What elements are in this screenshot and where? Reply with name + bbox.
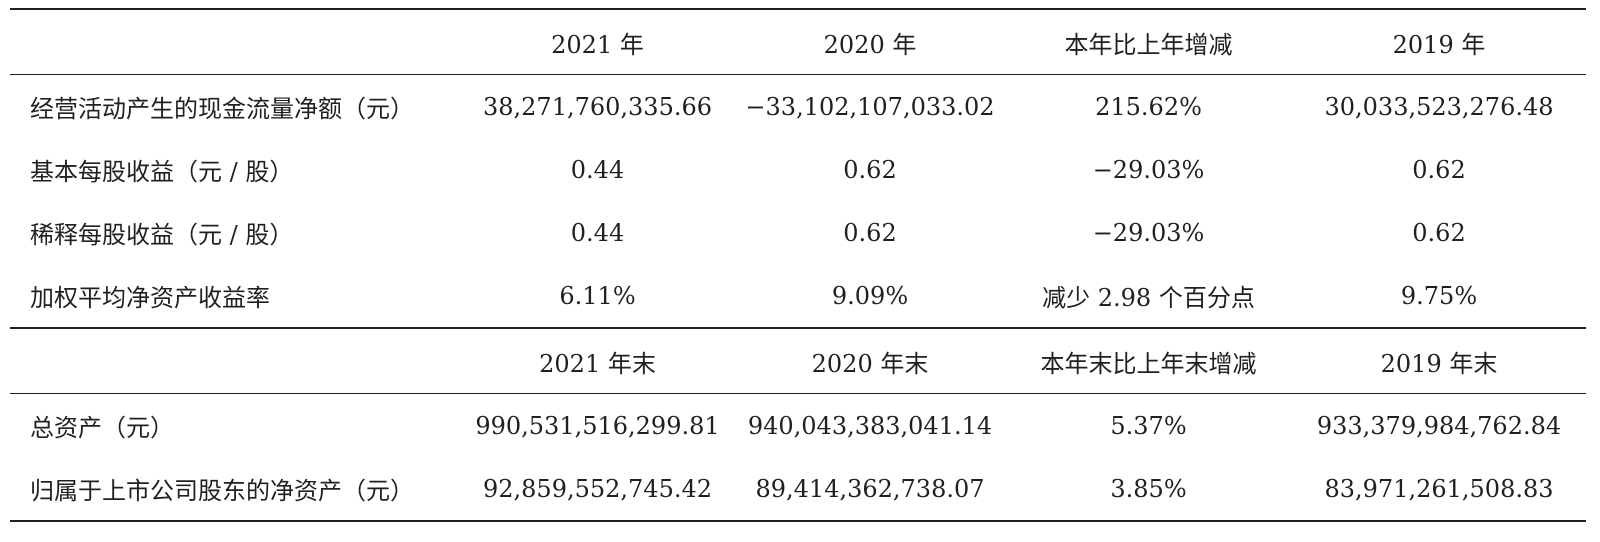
table-cell: −29.03% — [1092, 218, 1205, 247]
header-cell — [10, 328, 460, 394]
table-cell: 30,033,523,276.48 — [1324, 92, 1554, 121]
row-label: 稀释每股收益（元 / 股） — [30, 221, 294, 249]
table-row: 总资产（元） 990,531,516,299.81 940,043,383,04… — [10, 394, 1586, 458]
table-cell: 减少 2.98 个百分点 — [1005, 264, 1292, 329]
table-cell: 0.44 — [570, 218, 625, 247]
table-header-row: 2021 年 2020 年 本年比上年增减 2019 年 — [10, 8, 1586, 75]
table-cell: 933,379,984,762.84 — [1316, 411, 1562, 440]
header-cell: 2021 年 — [460, 8, 735, 75]
table-row: 基本每股收益（元 / 股） 0.44 0.62 −29.03% 0.62 — [10, 138, 1586, 201]
table-cell: 5.37% — [1110, 411, 1187, 440]
table-row: 加权平均净资产收益率 6.11% 9.09% 减少 2.98 个百分点 9.75… — [10, 264, 1586, 329]
table-cell: 3.85% — [1005, 457, 1292, 522]
table-cell: 6.11% — [460, 264, 735, 329]
header-cell — [10, 8, 460, 75]
header-cell: 2019 年 — [1292, 8, 1586, 75]
table-cell: 215.62% — [1095, 92, 1202, 121]
table-row: 稀释每股收益（元 / 股） 0.44 0.62 −29.03% 0.62 — [10, 201, 1586, 264]
table-cell: 89,414,362,738.07 — [735, 457, 1005, 522]
table-cell: 940,043,383,041.14 — [747, 411, 993, 440]
table-row: 经营活动产生的现金流量净额（元） 38,271,760,335.66 −33,1… — [10, 75, 1586, 139]
table-cell: −33,102,107,033.02 — [745, 92, 995, 121]
financial-summary-table: 2021 年 2020 年 本年比上年增减 2019 年 经营活动产生的现金流量… — [10, 8, 1586, 522]
row-label: 基本每股收益（元 / 股） — [30, 158, 294, 186]
table-cell: 38,271,760,335.66 — [482, 92, 713, 121]
row-label: 经营活动产生的现金流量净额（元） — [30, 95, 414, 123]
header-cell: 2021 年末 — [460, 328, 735, 394]
header-cell: 本年比上年增减 — [1005, 8, 1292, 75]
table-row: 归属于上市公司股东的净资产（元） 92,859,552,745.42 89,41… — [10, 457, 1586, 522]
table-cell: 92,859,552,745.42 — [460, 457, 735, 522]
header-cell: 2020 年末 — [735, 328, 1005, 394]
table-header-row: 2021 年末 2020 年末 本年末比上年末增减 2019 年末 — [10, 328, 1586, 394]
header-cell: 本年末比上年末增减 — [1005, 328, 1292, 394]
table-cell: 0.44 — [570, 155, 625, 184]
table-cell: 83,971,261,508.83 — [1292, 457, 1586, 522]
header-cell: 2019 年末 — [1292, 328, 1586, 394]
table-cell: 0.62 — [843, 218, 897, 247]
table-cell: −29.03% — [1092, 155, 1205, 184]
table-cell: 9.75% — [1292, 264, 1586, 329]
row-label: 归属于上市公司股东的净资产（元） — [10, 457, 460, 522]
table-cell: 990,531,516,299.81 — [475, 411, 720, 440]
row-label: 加权平均净资产收益率 — [10, 264, 460, 329]
table-cell: 0.62 — [1412, 218, 1466, 247]
header-cell: 2020 年 — [735, 8, 1005, 75]
table-cell: 0.62 — [1412, 155, 1466, 184]
table-cell: 0.62 — [843, 155, 897, 184]
row-label: 总资产（元） — [30, 414, 174, 442]
table-cell: 9.09% — [735, 264, 1005, 329]
